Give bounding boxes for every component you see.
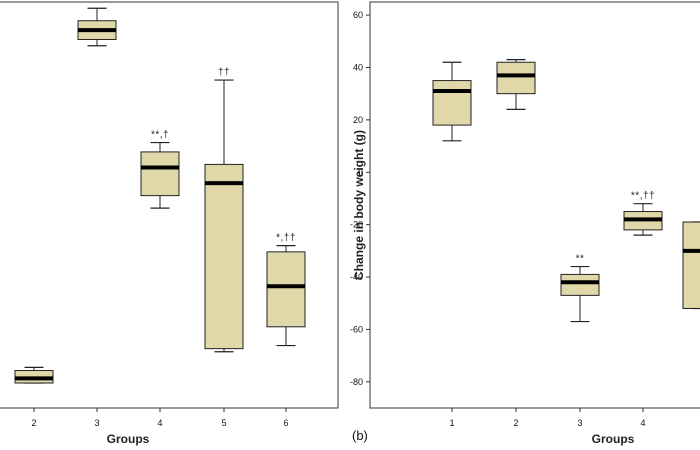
y-tick-label: -60 — [350, 324, 363, 334]
box-group-5 — [682, 221, 700, 310]
box-group-2 — [496, 59, 536, 110]
significance-annotation: †† — [218, 67, 230, 78]
y-tick-label: -20 — [350, 220, 363, 230]
x-tick-label: 3 — [94, 418, 99, 428]
significance-annotation: **,†† — [631, 191, 655, 202]
box — [204, 163, 244, 350]
y-axis-title: Change in body weight (g) — [352, 130, 366, 280]
y-tick-label: -80 — [350, 377, 363, 387]
box-group-3: ** — [77, 0, 117, 47]
box-group-2 — [14, 366, 54, 384]
y-tick-label: 20 — [353, 115, 363, 125]
box — [682, 221, 700, 309]
box — [266, 251, 306, 328]
significance-annotation: ** — [93, 0, 102, 6]
x-tick-label: 1 — [449, 418, 454, 428]
y-tick-label: 0 — [358, 167, 363, 177]
panel-a-chart: 2 3 4 5 6 Groups ** **,† †† *,†† — [0, 0, 339, 446]
box-group-4: **,† — [140, 130, 180, 209]
x-tick-label: 5 — [221, 418, 226, 428]
x-tick-label: 4 — [640, 418, 645, 428]
x-axis-title: Groups — [592, 432, 635, 446]
x-tick-label: 2 — [31, 418, 36, 428]
box-group-5: †† — [204, 67, 244, 353]
box — [560, 273, 600, 296]
panel-label-b: (b) — [352, 428, 368, 443]
panel-b-chart: 60 40 20 0 -20 -40 -60 -80 Change in body weight… — [350, 1, 700, 446]
x-tick-label: 6 — [283, 418, 288, 428]
box-group-6: *,†† — [266, 233, 306, 347]
box — [496, 61, 536, 95]
y-tick-label: 40 — [353, 62, 363, 72]
x-tick-label: 4 — [157, 418, 162, 428]
box — [140, 151, 180, 197]
box-group-1 — [432, 61, 472, 142]
box — [432, 80, 472, 126]
plot-frame — [0, 1, 339, 409]
y-tick-label: -40 — [350, 272, 363, 282]
plot-frame — [369, 1, 700, 409]
significance-annotation: **,† — [151, 130, 169, 141]
x-tick-label: 2 — [513, 418, 518, 428]
x-tick-label: 3 — [577, 418, 582, 428]
box-group-4: **,†† — [623, 191, 663, 236]
y-tick-label: 60 — [353, 10, 363, 20]
x-axis-title: Groups — [107, 432, 150, 446]
significance-annotation: ** — [576, 254, 585, 265]
significance-annotation: *,†† — [276, 233, 296, 244]
box-group-3: ** — [560, 254, 600, 323]
